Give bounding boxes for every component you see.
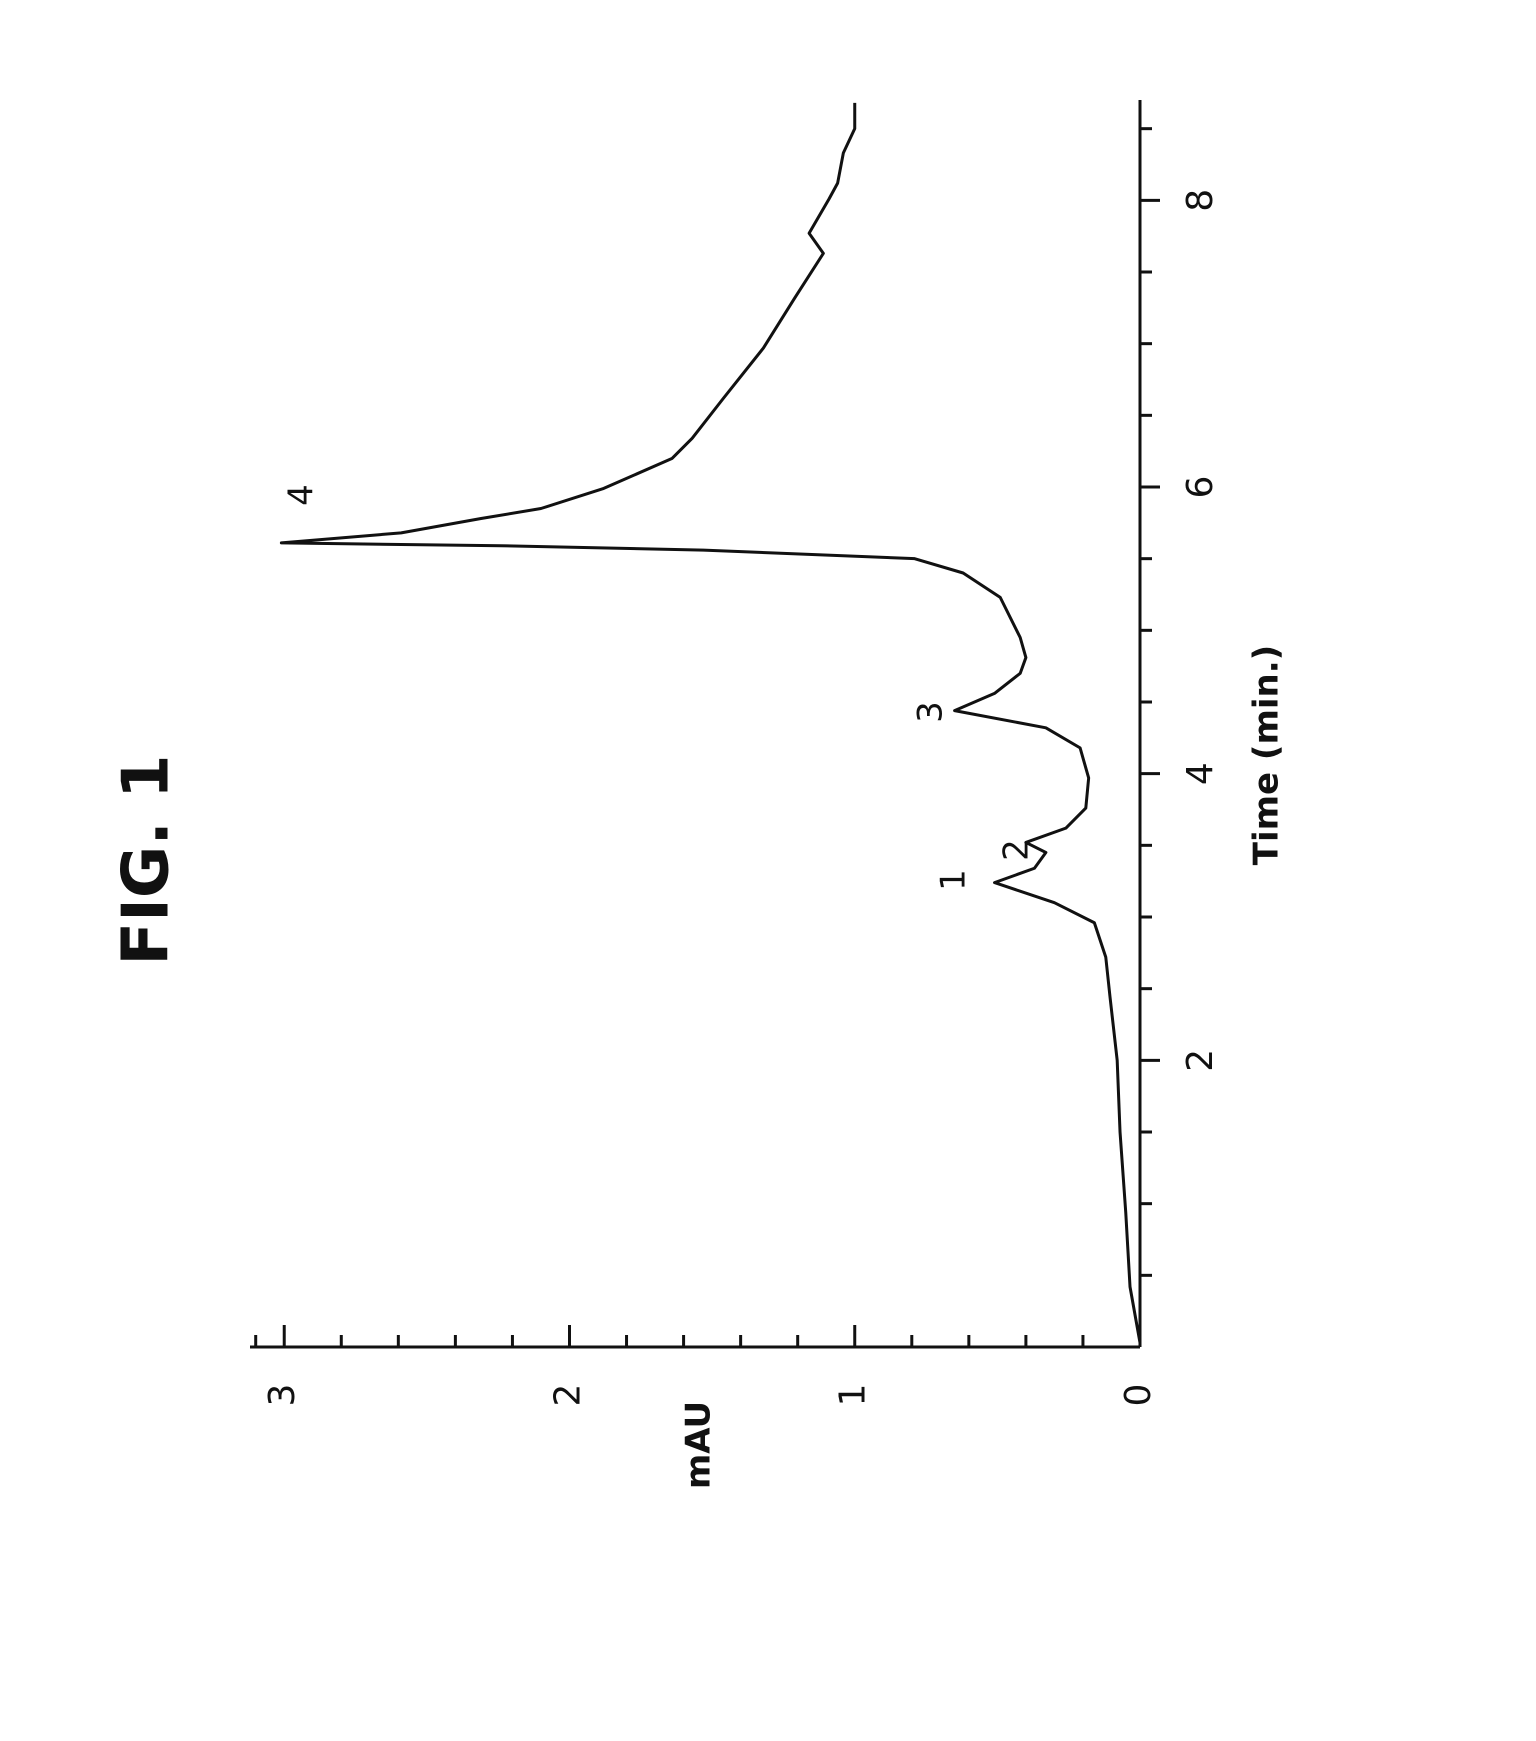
- chart: FIG. 1 mAU Time (min.) 2 4 6 8 0 1 2 3 1 2 3 4: [0, 0, 1536, 1741]
- peak-label: 2: [997, 839, 1037, 861]
- y-tick-label: 2: [547, 1384, 588, 1407]
- peak-label: 4: [282, 484, 322, 506]
- x-tick-label: 6: [1180, 476, 1221, 499]
- x-tick-label: 4: [1180, 762, 1221, 785]
- chart-title: FIG. 1: [110, 754, 184, 965]
- y-tick-label: 1: [833, 1384, 874, 1407]
- peak-label: 1: [934, 869, 974, 891]
- y-tick-label: 3: [262, 1384, 303, 1407]
- x-tick-label: 8: [1180, 189, 1221, 212]
- x-tick-label: 2: [1180, 1049, 1221, 1072]
- trace: [281, 103, 1140, 1343]
- y-tick-label: 0: [1118, 1384, 1159, 1407]
- peak-label: 3: [911, 701, 951, 723]
- x-axis-label: Time (min.): [1247, 645, 1287, 865]
- y-axis-label: mAU: [679, 1401, 719, 1489]
